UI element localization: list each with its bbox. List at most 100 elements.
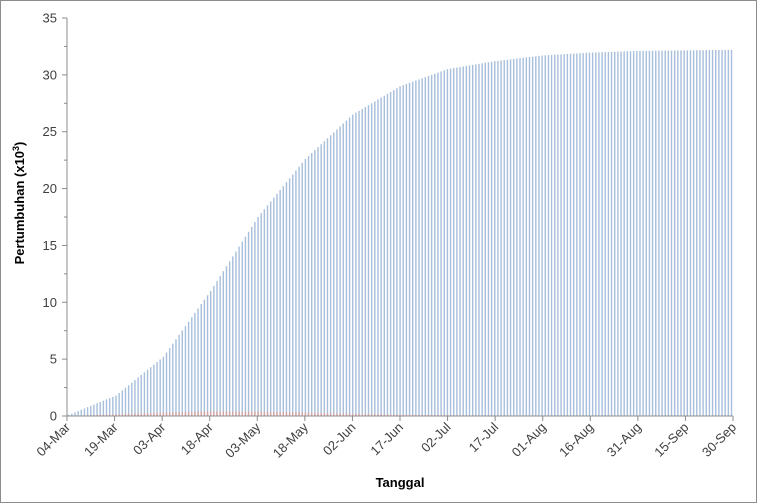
bar <box>456 67 458 416</box>
bar <box>159 412 161 416</box>
bar <box>721 49 723 416</box>
bar <box>105 399 108 416</box>
bar <box>661 50 663 417</box>
bar <box>304 159 307 416</box>
x-tick-label: 18-May <box>270 419 312 461</box>
bar <box>715 50 717 416</box>
bar <box>323 141 326 416</box>
bar <box>156 412 158 416</box>
bar <box>531 56 534 416</box>
bar <box>364 107 367 416</box>
bar <box>692 50 695 416</box>
bar <box>222 411 225 416</box>
bar <box>298 412 300 416</box>
bar <box>689 50 692 416</box>
bar <box>206 295 209 416</box>
bar <box>620 51 622 417</box>
bar <box>310 412 313 416</box>
bar <box>386 414 389 416</box>
bar <box>108 414 111 416</box>
bar <box>591 52 594 416</box>
bar <box>241 411 243 416</box>
bar <box>124 413 127 416</box>
bar <box>339 413 341 416</box>
y-tick-label: 15 <box>43 238 57 253</box>
x-tick-label: 19-Mar <box>81 419 121 459</box>
bar <box>96 403 98 416</box>
bar <box>162 356 165 416</box>
bar <box>150 367 152 416</box>
bar <box>140 413 142 416</box>
bar <box>348 117 351 417</box>
bar <box>355 413 357 416</box>
bar <box>598 52 600 417</box>
bar <box>115 414 117 416</box>
bar <box>560 54 562 416</box>
bar <box>93 404 95 416</box>
bar <box>677 50 679 416</box>
y-tick-labels: 0 5 10 15 20 25 30 35 <box>43 11 57 424</box>
y-tick-label: 0 <box>50 409 57 424</box>
bar <box>516 58 518 417</box>
bar <box>118 414 120 416</box>
bar <box>465 65 468 417</box>
bar <box>118 392 120 416</box>
bar <box>440 71 442 416</box>
bar <box>273 197 275 416</box>
bar <box>197 411 199 416</box>
bar <box>522 57 524 417</box>
bar <box>187 411 190 416</box>
bar <box>244 411 247 416</box>
bar <box>427 75 430 417</box>
bar <box>260 213 262 416</box>
bar <box>314 412 316 416</box>
bar <box>333 413 335 416</box>
bar <box>673 50 676 417</box>
bar <box>389 414 392 416</box>
x-tick-label: 30-Sep <box>699 420 739 460</box>
bar <box>134 413 136 416</box>
bar <box>168 412 171 416</box>
bar <box>108 398 111 416</box>
bar <box>213 285 215 416</box>
bar <box>251 411 253 416</box>
bar <box>415 414 417 416</box>
bar <box>263 209 266 416</box>
bar <box>513 58 515 416</box>
bar <box>105 414 108 416</box>
bar <box>203 411 206 416</box>
bar <box>241 241 243 416</box>
bar <box>102 414 105 416</box>
bar <box>329 413 332 416</box>
bar <box>380 97 382 416</box>
bar <box>228 261 231 416</box>
bar <box>317 412 319 416</box>
bar <box>153 412 155 416</box>
bar <box>247 411 250 416</box>
bar <box>77 411 79 416</box>
x-tick-label: 15-Sep <box>651 420 691 460</box>
bar <box>266 205 269 416</box>
bar <box>370 103 373 416</box>
bar <box>408 82 411 416</box>
bar <box>566 54 569 416</box>
bar <box>604 52 606 417</box>
bar <box>301 412 303 416</box>
bar <box>623 51 625 417</box>
y-axis-title-close: ) <box>12 142 27 146</box>
bar <box>317 147 319 416</box>
bar <box>131 382 133 416</box>
bar <box>74 412 76 416</box>
bar <box>449 68 452 416</box>
bar <box>348 413 351 416</box>
bar <box>374 101 376 416</box>
bar <box>225 411 228 416</box>
bar <box>329 135 332 416</box>
bar <box>550 54 553 417</box>
bar <box>326 138 329 416</box>
bar <box>421 414 423 416</box>
bar <box>200 411 202 416</box>
bar <box>282 186 284 416</box>
bar <box>367 414 370 416</box>
bar <box>90 405 92 416</box>
